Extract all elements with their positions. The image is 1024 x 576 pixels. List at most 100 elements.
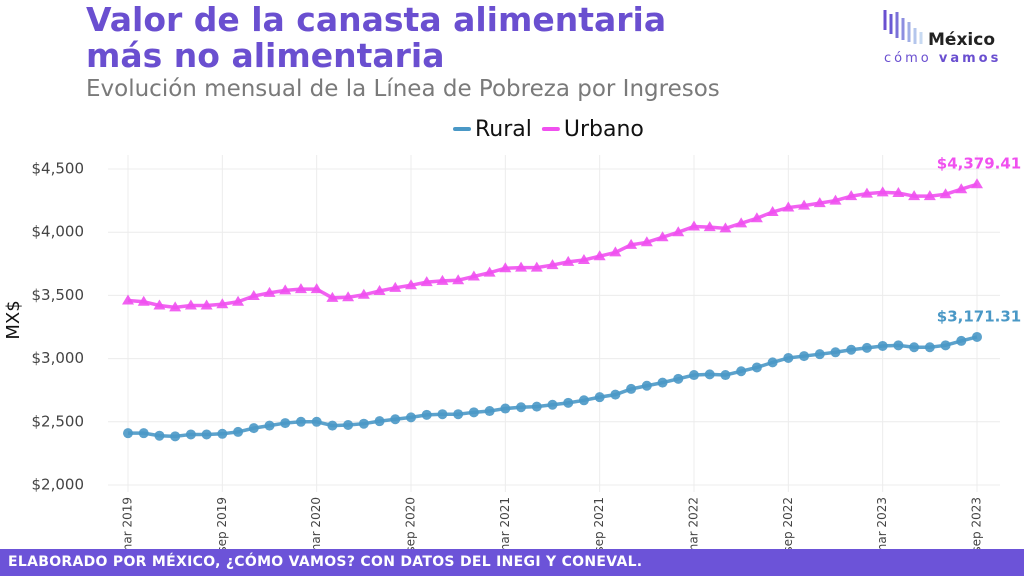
point: [909, 342, 920, 353]
point: [625, 238, 638, 249]
point: [893, 340, 904, 351]
point: [405, 279, 417, 290]
point: [766, 205, 779, 216]
point: [185, 429, 196, 440]
x-tick-label: mar 2019: [121, 497, 135, 555]
point: [420, 276, 433, 287]
point: [421, 409, 432, 420]
point: [217, 428, 228, 439]
data-label: $4,379.41: [937, 155, 1021, 173]
point: [468, 407, 479, 418]
point: [861, 342, 872, 353]
point: [263, 286, 276, 297]
y-tick-label: $2,500: [32, 412, 85, 430]
point: [594, 392, 605, 403]
logo-tagline-2: vamos: [939, 51, 1001, 66]
point: [577, 254, 590, 265]
point: [530, 261, 543, 272]
point: [924, 342, 935, 353]
point: [845, 190, 858, 201]
point: [499, 262, 512, 273]
point: [939, 188, 952, 199]
point: [814, 349, 825, 360]
point: [593, 250, 606, 261]
point: [201, 429, 212, 440]
y-tick-label: $3,500: [32, 286, 85, 304]
footer: ELABORADO POR MÉXICO, ¿CÓMO VAMOS? CON D…: [0, 549, 1024, 576]
point: [483, 266, 496, 277]
point: [389, 281, 402, 292]
point: [923, 190, 936, 201]
point: [294, 283, 307, 294]
point: [955, 183, 968, 194]
chart-title: Valor de la canasta alimentaria más no a…: [86, 0, 667, 75]
x-tick-label: mar 2022: [687, 497, 701, 555]
point: [184, 299, 197, 310]
point: [437, 409, 448, 420]
point: [813, 197, 826, 208]
point: [531, 401, 542, 412]
point: [295, 416, 306, 427]
legend-label: Urbano: [564, 117, 644, 142]
point: [829, 194, 842, 205]
point: [122, 294, 134, 305]
point: [138, 428, 149, 439]
point: [357, 288, 370, 299]
point: [326, 291, 339, 302]
x-tick-label: sep 2023: [970, 497, 984, 553]
point: [940, 340, 951, 351]
logo-icon: [883, 10, 923, 44]
point: [247, 290, 260, 301]
point: [264, 420, 275, 431]
point: [640, 236, 653, 247]
point: [610, 389, 621, 400]
point: [877, 340, 888, 351]
point: [672, 226, 685, 237]
point: [609, 246, 622, 257]
point: [782, 201, 795, 212]
point: [358, 418, 369, 429]
point: [452, 274, 465, 285]
point: [311, 416, 322, 427]
data-label: $3,171.31: [937, 307, 1021, 325]
point: [720, 370, 731, 381]
point: [892, 187, 905, 198]
point: [216, 298, 229, 309]
point: [703, 221, 716, 232]
y-tick-label: $2,000: [32, 476, 85, 494]
point: [641, 380, 652, 391]
point: [656, 231, 669, 242]
y-axis-title: MX$: [3, 300, 24, 339]
point: [327, 420, 338, 431]
point: [719, 222, 732, 233]
point: [123, 428, 133, 439]
x-tick-label: mar 2023: [875, 497, 889, 555]
logo-tagline-1: cómo: [884, 51, 932, 66]
point: [846, 344, 857, 355]
point: [736, 366, 747, 377]
x-tick-label: mar 2020: [309, 497, 323, 555]
legend-label: Rural: [475, 117, 532, 142]
point: [170, 431, 181, 442]
point: [798, 199, 811, 210]
logo-tagline: cómo vamos: [884, 51, 1001, 66]
x-tick-label: sep 2022: [781, 497, 795, 553]
point: [688, 220, 700, 231]
x-tick-label: mar 2021: [498, 497, 512, 555]
point: [279, 284, 292, 295]
point: [374, 416, 385, 427]
point: [830, 347, 841, 358]
point: [563, 397, 574, 408]
point: [876, 186, 889, 197]
point: [200, 299, 213, 310]
point: [169, 301, 182, 312]
point: [578, 395, 589, 406]
point: [280, 418, 291, 429]
point: [310, 283, 323, 294]
point: [373, 284, 386, 295]
point: [515, 261, 528, 272]
point: [546, 259, 559, 270]
point: [562, 255, 575, 266]
point: [626, 383, 637, 394]
